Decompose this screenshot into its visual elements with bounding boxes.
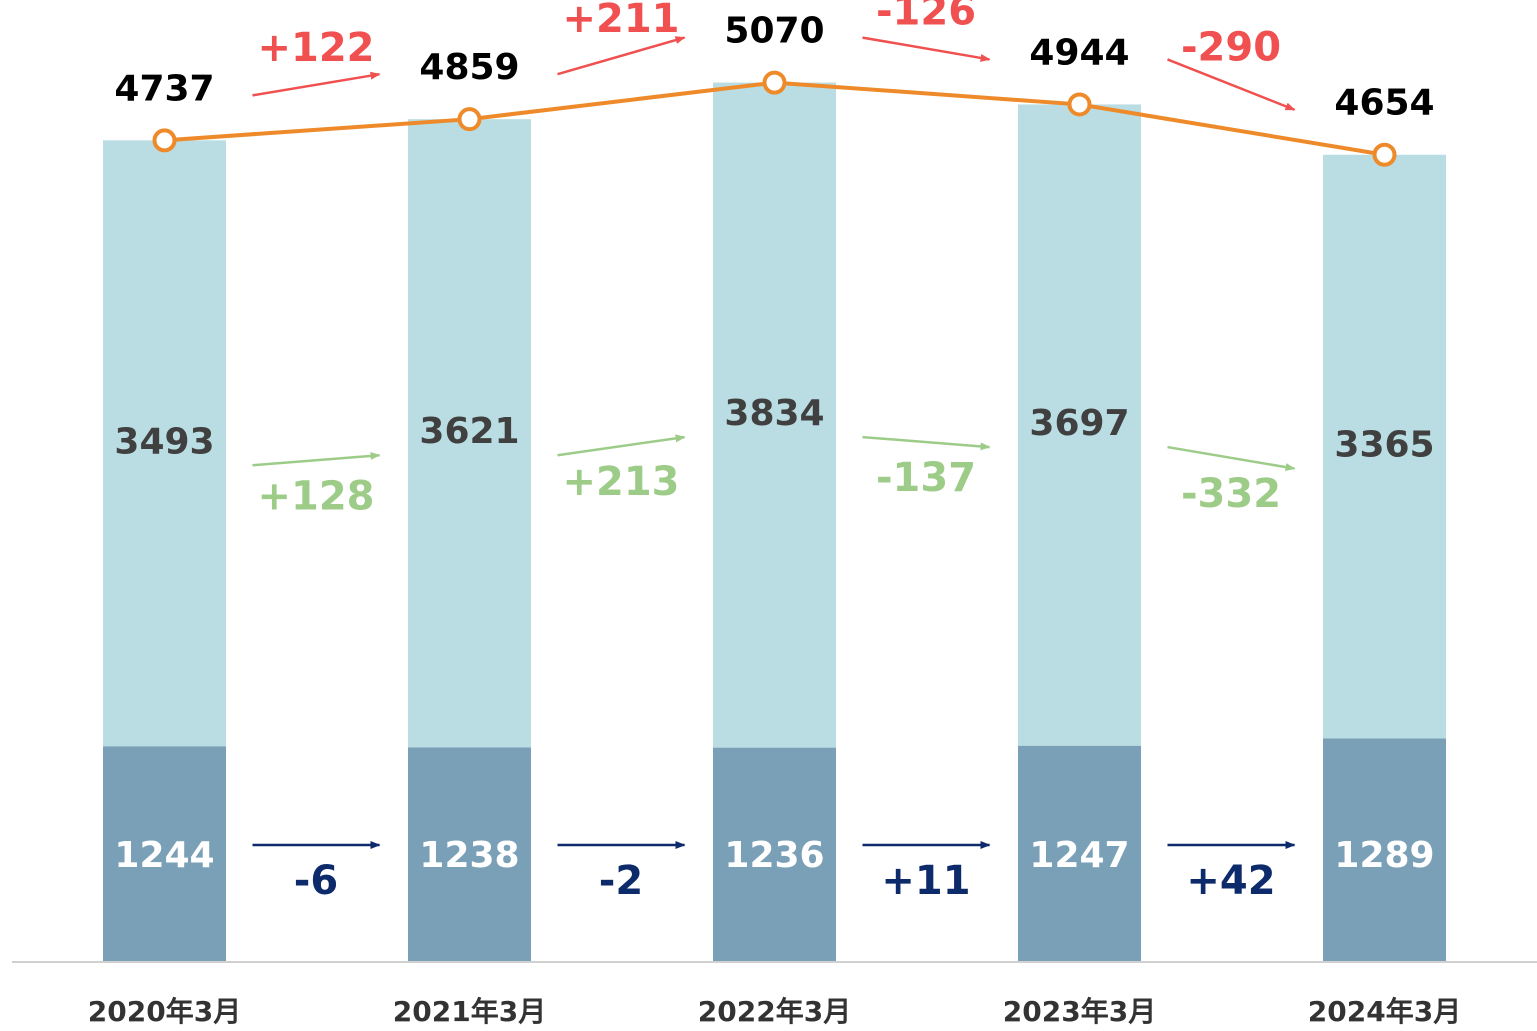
value-label: 3365 (1334, 425, 1434, 466)
value-label: 1244 (114, 835, 214, 876)
line-point (1067, 92, 1092, 117)
change-label: -332 (1181, 471, 1281, 517)
value-label: 4654 (1334, 83, 1434, 124)
x-tick-label: 2022年3月 (698, 995, 851, 1028)
x-tick-label: 2023年3月 (1003, 995, 1156, 1028)
bar-segment (103, 140, 226, 747)
change-label: +128 (257, 473, 374, 519)
change-arrow (557, 36, 686, 76)
change-label: +211 (562, 0, 679, 42)
change-arrow (252, 451, 381, 467)
change-label: -2 (599, 858, 643, 904)
x-tick-label: 2021年3月 (393, 995, 546, 1028)
change-arrow (862, 435, 991, 451)
value-label: 5070 (724, 11, 824, 52)
change-label: -290 (1181, 25, 1281, 71)
change-label: +42 (1186, 858, 1275, 904)
change-arrow (557, 434, 686, 457)
value-label: 3493 (114, 421, 214, 462)
bar-segment (103, 746, 226, 962)
change-arrow (1167, 445, 1296, 472)
bar-segment (408, 119, 531, 748)
x-tick-label: 2020年3月 (88, 995, 241, 1028)
line-point (762, 70, 787, 95)
change-label: -126 (876, 0, 976, 35)
value-label: 1289 (1334, 835, 1434, 876)
change-label: +122 (257, 25, 374, 71)
line-point (152, 128, 177, 153)
value-label: 3834 (724, 393, 824, 434)
bar-segment (713, 82, 836, 748)
value-label: 3621 (419, 411, 519, 452)
value-label: 1236 (724, 835, 824, 876)
line-point (1372, 142, 1397, 167)
value-label: 1238 (419, 835, 519, 876)
value-label: 4859 (419, 47, 519, 88)
change-arrow (862, 36, 991, 62)
bar-segment (1323, 738, 1446, 962)
value-label: 4944 (1029, 32, 1129, 73)
line-point (457, 107, 482, 132)
bar-segment (1018, 745, 1141, 962)
bar-segment (1323, 154, 1446, 739)
change-label: +11 (881, 858, 970, 904)
change-label: -137 (876, 455, 976, 501)
change-arrow (252, 71, 381, 97)
value-label: 1247 (1029, 835, 1129, 876)
bar-segment (713, 747, 836, 962)
change-label: -6 (294, 858, 338, 904)
change-label: +213 (562, 459, 679, 505)
value-label: 3697 (1029, 403, 1129, 444)
x-tick-label: 2024年3月 (1308, 995, 1461, 1028)
change-arrow (1167, 58, 1296, 111)
bar-segment (408, 747, 531, 962)
value-label: 4737 (114, 68, 214, 109)
bar-segment (1018, 104, 1141, 746)
